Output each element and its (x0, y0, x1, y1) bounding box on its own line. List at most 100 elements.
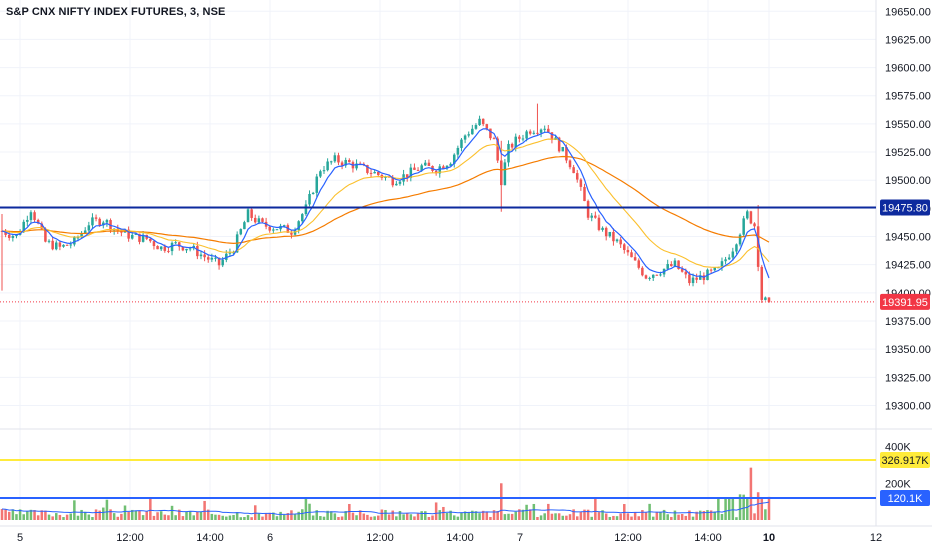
volume-level-label: 326.917K (880, 451, 930, 468)
volume-bar (206, 509, 210, 520)
volume-bar (203, 500, 206, 520)
volume-bar (69, 513, 73, 520)
candle-body (290, 232, 293, 235)
candle-body (615, 239, 619, 242)
candle-body (15, 234, 18, 237)
volume-bar (586, 509, 590, 520)
last-price-label: 19391.95 (880, 293, 930, 310)
price-tick-label: 19625.00 (885, 34, 931, 46)
volume-bar (431, 515, 434, 520)
volume-bar (235, 512, 239, 520)
candle-body (4, 230, 7, 235)
volume-bar (18, 509, 22, 520)
candle-body (398, 181, 402, 184)
candle-body (261, 218, 264, 222)
candle-body (69, 244, 73, 246)
candle-body (445, 165, 449, 169)
candle-body (709, 269, 713, 271)
candle-body (373, 172, 376, 174)
candle-body (724, 259, 727, 262)
candle (677, 260, 680, 270)
volume-bar (65, 514, 69, 520)
candle-body (228, 252, 232, 254)
last-price-label-bg (880, 293, 930, 310)
volume-bar (134, 510, 138, 520)
price-tick-label: 19525.00 (885, 147, 931, 159)
candle-body (315, 176, 319, 193)
time-tick-label: 12:00 (366, 532, 394, 544)
volume-bar (217, 514, 221, 520)
candle-body (366, 165, 369, 173)
volume-bar (188, 511, 192, 520)
candle (0, 214, 4, 291)
volume-level-label-low: 120.1K (880, 489, 930, 506)
candle-body (637, 260, 641, 268)
volume-bar (742, 494, 745, 520)
volume-bar (756, 492, 760, 520)
price-tick-label: 19575.00 (885, 91, 931, 103)
volume-bar (373, 516, 376, 520)
candle (601, 226, 604, 232)
candle (159, 246, 163, 252)
volume-bar (655, 512, 659, 520)
candle-body (29, 212, 33, 220)
volume-bar (413, 516, 416, 520)
candle (340, 160, 344, 170)
candle-body (377, 172, 380, 175)
volume-bar (713, 511, 716, 520)
volume-bar (416, 513, 420, 520)
volume-bar (673, 510, 677, 520)
candle (65, 244, 69, 246)
candle-body (243, 222, 246, 230)
time-tick-label: 12:00 (614, 532, 642, 544)
candle-body (684, 271, 688, 275)
volume-bar (575, 516, 579, 520)
volume-bar (442, 506, 445, 520)
candle-body (510, 143, 514, 148)
volume-bar (279, 511, 282, 520)
candle (735, 243, 738, 255)
candle-body (51, 240, 54, 250)
volume-bar (659, 511, 662, 520)
volume-bar (15, 514, 18, 520)
candle-body (478, 118, 481, 126)
candle (612, 228, 615, 246)
candle-body (405, 174, 409, 178)
candle (478, 115, 481, 126)
horizontal-level-label-bg (880, 199, 930, 216)
volume-bar (456, 516, 460, 520)
candle-body (391, 177, 394, 186)
candle-body (489, 128, 492, 139)
volume-bar (727, 498, 731, 520)
candle-body (409, 167, 413, 178)
candle-body (586, 201, 590, 218)
candle-body (720, 261, 724, 268)
candle-body (590, 215, 593, 218)
candle-body (463, 135, 467, 140)
volume-level-label-low-bg (880, 489, 930, 506)
candle (742, 215, 745, 238)
candle (127, 226, 130, 242)
candle-body (253, 217, 257, 223)
volume-bar (434, 502, 438, 520)
candle-body (550, 132, 554, 140)
candle-body (33, 212, 36, 220)
candle (536, 103, 539, 136)
time-axis: 5 12:00 14:00 6 12:00 14:00 7 12:00 14:00 10 12 (17, 532, 882, 544)
candle-body (735, 244, 738, 252)
candle (322, 166, 326, 175)
candle-body (623, 244, 626, 250)
volume-bar (275, 516, 279, 520)
volume-bar (698, 510, 702, 520)
candle (275, 229, 279, 231)
candle-body (152, 241, 156, 247)
candle-body (232, 252, 235, 254)
volume-bar (764, 509, 767, 520)
time-tick-label: 14:00 (196, 532, 224, 544)
candle-body (355, 163, 358, 169)
candle (206, 254, 210, 263)
candle (594, 211, 597, 219)
volume-bar (268, 512, 271, 520)
